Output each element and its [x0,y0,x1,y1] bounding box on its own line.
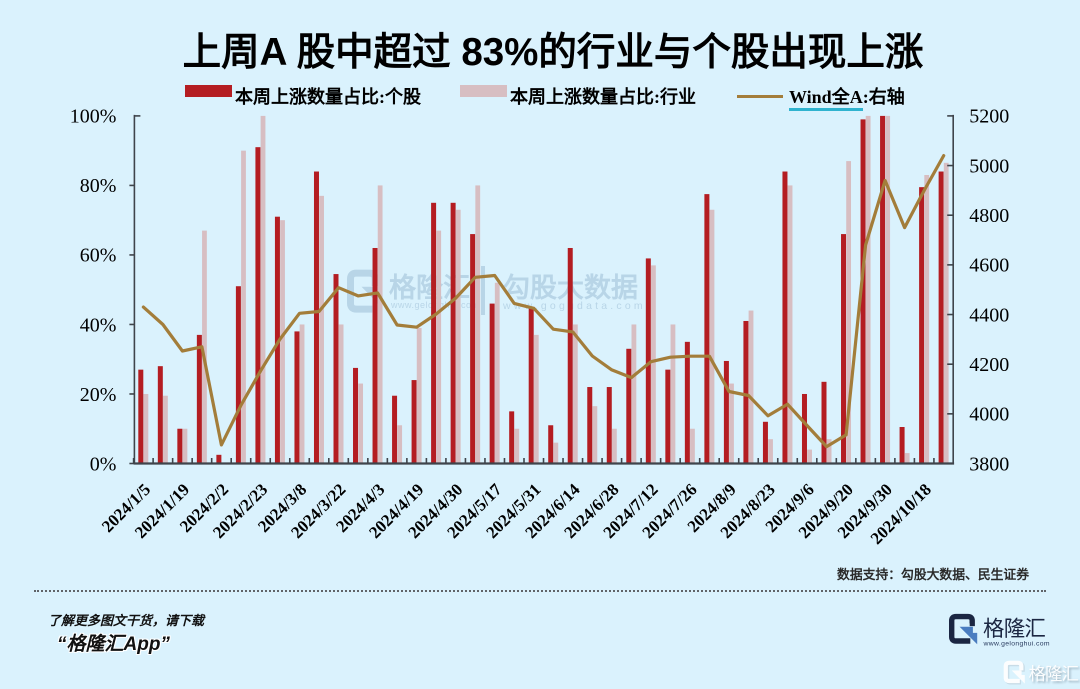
svg-text:4000: 4000 [969,404,1009,426]
svg-text:0%: 0% [90,453,117,475]
svg-text:60%: 60% [80,245,117,267]
svg-text:4800: 4800 [969,205,1009,227]
svg-text:3800: 3800 [969,453,1009,475]
svg-text:5200: 5200 [969,106,1009,128]
svg-text:格隆汇: 格隆汇 [983,617,1045,641]
svg-text:20%: 20% [80,384,117,406]
svg-text:4400: 4400 [969,304,1009,326]
svg-text:100%: 100% [70,106,117,128]
svg-text:40%: 40% [80,314,117,336]
svg-text:格隆汇: 格隆汇 [1029,664,1079,684]
svg-text:5000: 5000 [969,155,1009,177]
svg-text:4200: 4200 [969,354,1009,376]
svg-text:80%: 80% [80,175,117,197]
svg-text:www.gelonghui.com: www.gelonghui.com [983,641,1050,648]
svg-text:4600: 4600 [969,255,1009,277]
